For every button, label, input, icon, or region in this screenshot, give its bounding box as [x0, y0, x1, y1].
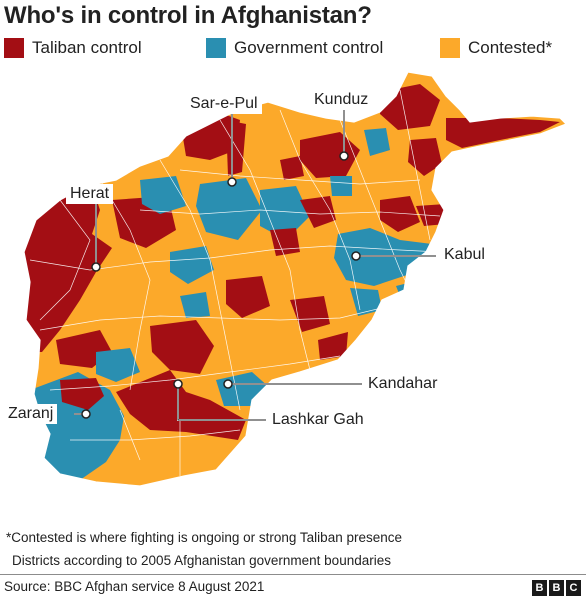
taliban-region-zabul: [318, 332, 348, 360]
legend-item-government: Government control: [206, 38, 383, 58]
legend: Taliban control Government control Conte…: [0, 38, 586, 62]
legend-swatch-taliban: [4, 38, 24, 58]
map-title: Who's in control in Afghanistan?: [4, 2, 372, 29]
city-label-lashkar-gah: Lashkar Gah: [268, 410, 368, 430]
leader-lines-inner: [74, 106, 436, 421]
government-region-takhar: [364, 128, 390, 156]
bbc-logo-letter: C: [566, 580, 581, 596]
bbc-logo-letter: B: [532, 580, 547, 596]
legend-label-contested: Contested*: [468, 38, 553, 57]
government-region-faryab: [140, 176, 186, 214]
taliban-region-ghazni: [290, 296, 330, 332]
marker-zaranj: [81, 409, 91, 419]
legend-swatch-contested: [440, 38, 460, 58]
footer-divider: [0, 574, 586, 575]
legend-item-contested: Contested*: [440, 38, 552, 58]
taliban-region-south-central: [150, 320, 214, 374]
marker-kandahar: [223, 379, 233, 389]
taliban-region-kunar: [416, 204, 446, 226]
taliban-region-parwan: [380, 196, 420, 232]
taliban-region-baghlan: [300, 196, 336, 228]
taliban-region-west: [24, 186, 112, 352]
government-region-farah: [96, 348, 140, 382]
city-label-sar-e-pul: Sar-e-Pul: [186, 94, 262, 114]
bbc-logo: B B C: [532, 580, 581, 596]
legend-label-government: Government control: [234, 38, 384, 57]
marker-kunduz: [339, 151, 349, 161]
government-region-baghlan: [330, 176, 352, 196]
afghanistan-map: [23, 71, 568, 487]
district-regions: [24, 72, 566, 486]
taliban-region-uruzgan: [226, 276, 270, 318]
source-credit: Source: BBC Afghan service 8 August 2021: [4, 579, 265, 594]
city-label-kandahar: Kandahar: [364, 374, 442, 394]
taliban-region-wardak: [270, 228, 300, 256]
government-region-logar: [350, 288, 382, 316]
taliban-region-zaranj: [60, 378, 104, 410]
country-outline: [23, 71, 568, 487]
government-region-sar-e-pul: [196, 178, 262, 240]
taliban-region-wakhan: [446, 118, 560, 148]
city-markers: [81, 151, 361, 419]
city-label-kunduz: Kunduz: [310, 90, 373, 110]
marker-lashkar-gah: [173, 379, 183, 389]
taliban-region-helmand: [116, 370, 246, 440]
marker-sar-e-pul: [227, 177, 237, 187]
legend-label-taliban: Taliban control: [32, 38, 142, 57]
legend-item-taliban: Taliban control: [4, 38, 142, 58]
taliban-region-badakhshan-south: [408, 138, 442, 176]
government-region-ghor: [170, 246, 214, 284]
city-label-herat: Herat: [66, 184, 114, 204]
city-label-zaranj: Zaranj: [4, 404, 58, 424]
footnote-districts: Districts according to 2005 Afghanistan …: [12, 553, 391, 568]
bbc-logo-letter: B: [549, 580, 564, 596]
marker-herat: [91, 262, 101, 272]
marker-kabul: [351, 251, 361, 261]
legend-swatch-government: [206, 38, 226, 58]
city-label-kabul: Kabul: [440, 245, 489, 265]
footnote-contested: *Contested is where fighting is ongoing …: [6, 530, 402, 545]
government-region-uruzgan: [180, 292, 210, 318]
taliban-region-samangan: [280, 156, 304, 180]
